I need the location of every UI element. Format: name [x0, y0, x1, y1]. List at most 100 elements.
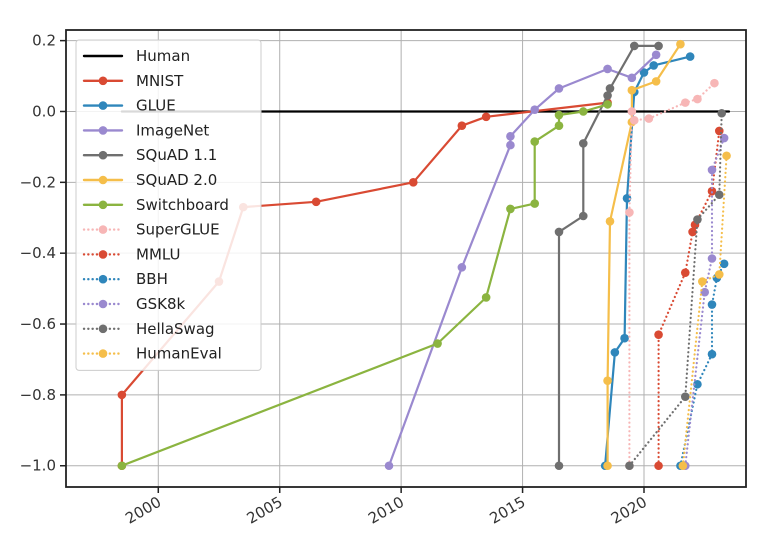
legend-marker [98, 101, 108, 110]
legend-marker [98, 324, 108, 334]
y-tick-label: −0.2 [20, 173, 56, 191]
data-point-switchboard [578, 107, 588, 116]
series-line-superglue [628, 81, 716, 467]
series-humaneval [678, 151, 731, 471]
series-lines [117, 39, 731, 471]
y-tick-label: −1.0 [20, 457, 56, 475]
data-point-mmlu [680, 268, 690, 277]
data-point-mmlu [714, 126, 724, 136]
data-point-imagenet [506, 131, 515, 141]
legend-label: Switchboard [136, 196, 229, 214]
legend-entry-superglue: SuperGLUE [82, 221, 220, 239]
data-point-switchboard [433, 339, 442, 348]
legend-marker [98, 250, 108, 259]
data-point-superglue [627, 107, 637, 116]
data-point-squad-1-1 [554, 461, 564, 471]
legend-label: HumanEval [136, 345, 222, 363]
data-point-squad-2-0 [651, 77, 661, 86]
data-point-superglue [693, 94, 702, 104]
data-point-squad-1-1 [554, 227, 564, 237]
legend-marker [98, 175, 108, 185]
legend-label: GLUE [136, 97, 176, 115]
legend-label: Human [136, 47, 190, 65]
y-tick-label: −0.8 [20, 386, 56, 404]
data-point-bbh [707, 300, 717, 309]
data-point-switchboard [506, 204, 515, 214]
data-point-imagenet [651, 50, 661, 60]
legend-entry-mmlu: MMLU [82, 245, 180, 263]
legend-entry-hellaswag: HellaSwag [82, 320, 215, 338]
data-point-mnist [481, 112, 491, 122]
series-superglue [625, 78, 719, 471]
legend-marker [98, 126, 108, 135]
data-point-gsk8k [707, 165, 717, 175]
data-point-squad-2-0 [603, 376, 612, 386]
legend-label: SuperGLUE [136, 221, 220, 239]
y-tick-label: 0.0 [32, 102, 56, 120]
legend-entry-squad-2-0: SQuAD 2.0 [82, 171, 217, 189]
data-point-squad-1-1 [578, 139, 588, 148]
data-point-switchboard [481, 293, 491, 302]
data-point-squad-1-1 [654, 41, 663, 51]
data-point-humaneval [697, 277, 707, 286]
data-point-squad-1-1 [605, 84, 615, 93]
legend-entry-mnist: MNIST [82, 72, 184, 90]
data-point-hellaswag [717, 108, 727, 118]
series-line-switchboard [120, 103, 609, 467]
series-line-gsk8k [684, 137, 726, 467]
x-tick-label: 2015 [487, 493, 529, 528]
data-point-mmlu [654, 461, 663, 471]
data-point-gsk8k [719, 133, 729, 143]
data-point-glue [649, 61, 659, 70]
data-point-superglue [644, 114, 654, 123]
data-point-superglue [629, 116, 639, 125]
legend-label: MMLU [136, 245, 180, 263]
series-switchboard [117, 100, 612, 471]
legend-entry-gsk8k: GSK8k [82, 295, 186, 313]
legend-label: GSK8k [136, 295, 186, 313]
legend-marker [98, 225, 108, 234]
legend-entry-human: Human [82, 47, 190, 65]
legend-marker [98, 150, 108, 160]
legend-marker [98, 349, 108, 358]
data-point-glue [639, 68, 649, 77]
data-point-humaneval [722, 151, 731, 161]
data-point-mnist [311, 197, 321, 207]
data-point-glue [685, 52, 695, 61]
legend-entry-imagenet: ImageNet [82, 121, 209, 139]
data-point-switchboard [530, 199, 540, 208]
data-point-mnist [457, 121, 467, 130]
data-point-squad-1-1 [578, 211, 588, 221]
data-point-switchboard [603, 100, 612, 109]
plot-frame [65, 29, 747, 488]
series-imagenet [384, 50, 661, 471]
data-point-mnist [117, 390, 127, 400]
legend-box [75, 39, 262, 371]
data-point-imagenet [384, 461, 394, 471]
data-point-squad-2-0 [605, 217, 615, 226]
data-point-switchboard [554, 121, 564, 130]
series-line-bbh [679, 262, 726, 467]
data-point-gsk8k [707, 254, 717, 263]
legend-marker [98, 274, 108, 284]
data-point-hellaswag [714, 190, 724, 200]
data-point-humaneval [678, 461, 688, 471]
x-tick-label: 2010 [365, 493, 407, 528]
data-point-switchboard [530, 137, 540, 146]
y-tick-label: −0.6 [20, 315, 56, 333]
data-point-squad-1-1 [629, 41, 639, 51]
data-point-hellaswag [625, 461, 634, 471]
legend-label: SQuAD 1.1 [136, 146, 217, 164]
data-point-squad-2-0 [603, 461, 612, 471]
data-point-imagenet [530, 105, 540, 115]
data-point-hellaswag [680, 392, 690, 401]
data-point-squad-2-0 [676, 39, 685, 49]
legend-entry-squad-1-1: SQuAD 1.1 [82, 146, 217, 164]
data-point-imagenet [506, 140, 515, 150]
legend-entry-bbh: BBH [82, 270, 168, 288]
data-point-hellaswag [693, 215, 702, 224]
legend: Human MNIST GLUE ImageNet SQuAD 1.1 SQuAD 2.0… [75, 39, 262, 371]
data-point-glue [610, 348, 620, 357]
data-point-glue [620, 333, 629, 343]
